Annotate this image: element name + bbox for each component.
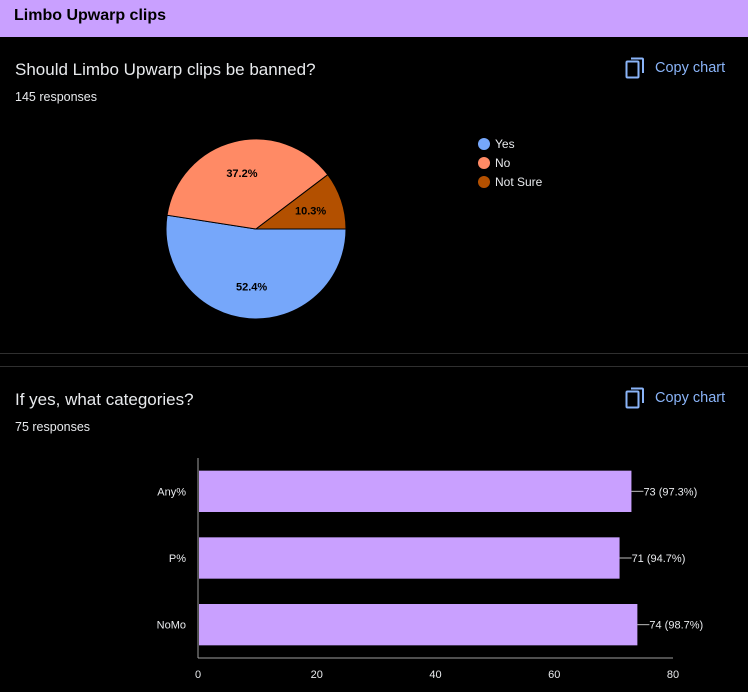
- legend-marker: [478, 138, 490, 150]
- pie-slice-data-label: 37.2%: [226, 168, 257, 180]
- pie-slice-not-sure[interactable]: [254, 173, 347, 230]
- legend-entry[interactable]: Yes: [495, 137, 515, 151]
- legend-marker: [478, 157, 490, 169]
- x-tick-label: 60: [548, 669, 560, 681]
- legend-marker: [478, 176, 490, 188]
- pie-slice-no[interactable]: [166, 138, 329, 230]
- copy-icon: [625, 387, 645, 409]
- x-tick-label: 20: [311, 669, 323, 681]
- copy-chart-button-2[interactable]: Copy chart: [625, 387, 725, 409]
- x-tick-label: 80: [667, 669, 679, 681]
- page-header: Limbo Upwarp clips: [0, 0, 748, 37]
- section-divider: [0, 366, 748, 367]
- legend-entry[interactable]: No: [495, 156, 511, 170]
- copy-chart-button-1[interactable]: Copy chart: [625, 57, 725, 79]
- bar-nomo[interactable]: [199, 604, 638, 646]
- pie-slice-yes[interactable]: [165, 214, 347, 320]
- bar-data-label: 73 (97.3%): [643, 486, 697, 498]
- legend-entry[interactable]: Not Sure: [495, 175, 543, 189]
- bar-any-[interactable]: [199, 470, 632, 512]
- page-title: Limbo Upwarp clips: [14, 7, 167, 24]
- x-tick-label: 0: [195, 669, 201, 681]
- copy-chart-label: Copy chart: [655, 60, 726, 76]
- section-divider: [0, 353, 748, 354]
- question-1-response-count: 145 responses: [15, 90, 98, 104]
- pie-slice-data-label: 52.4%: [236, 281, 267, 293]
- pie-chart: 52.4% 37.2% 10.3% Yes No Not Sure: [165, 137, 543, 320]
- bar-data-label: 74 (98.7%): [649, 620, 703, 632]
- x-tick-label: 40: [429, 669, 441, 681]
- category-label: Any%: [157, 486, 186, 498]
- bar-p-[interactable]: [199, 537, 620, 579]
- question-1-title: Should Limbo Upwarp clips be banned?: [15, 60, 316, 79]
- category-label: P%: [169, 553, 186, 565]
- question-2-response-count: 75 responses: [15, 420, 91, 434]
- bar-data-label: 71 (94.7%): [632, 553, 686, 565]
- bar-chart: 0 20 40 60 80 Any% 73 (97.3%) P% 71 (94.7%) NoMo 7…: [157, 458, 703, 681]
- question-2-title: If yes, what categories?: [15, 390, 194, 409]
- category-label: NoMo: [157, 620, 186, 632]
- copy-icon: [625, 57, 645, 79]
- pie-slice-data-label: 10.3%: [295, 206, 326, 218]
- copy-chart-label: Copy chart: [655, 390, 726, 406]
